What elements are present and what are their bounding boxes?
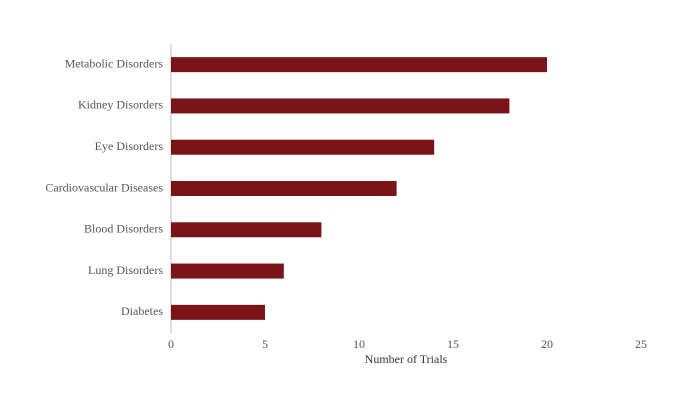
x-axis-label: Number of Trials — [365, 352, 448, 366]
bar — [171, 263, 284, 279]
bar — [171, 222, 322, 238]
x-tick-label: 15 — [447, 337, 459, 351]
bar — [171, 304, 265, 320]
bar — [171, 139, 435, 155]
bar — [171, 181, 397, 196]
x-tick-label: 5 — [262, 337, 268, 351]
x-tick-label: 0 — [168, 337, 174, 351]
y-tick-label: Diabetes — [121, 304, 163, 318]
x-tick-label: 20 — [541, 337, 553, 351]
y-tick-label: Cardiovascular Diseases — [45, 180, 163, 194]
y-tick-label: Blood Disorders — [84, 222, 163, 236]
y-tick-label: Metabolic Disorders — [65, 56, 164, 70]
bar — [171, 57, 547, 73]
y-tick-label: Kidney Disorders — [78, 98, 163, 112]
bar — [171, 98, 510, 114]
y-tick-label: Eye Disorders — [95, 139, 164, 153]
x-tick-label: 25 — [635, 337, 647, 351]
x-tick-label: 10 — [353, 337, 365, 351]
y-tick-label: Lung Disorders — [88, 263, 163, 277]
